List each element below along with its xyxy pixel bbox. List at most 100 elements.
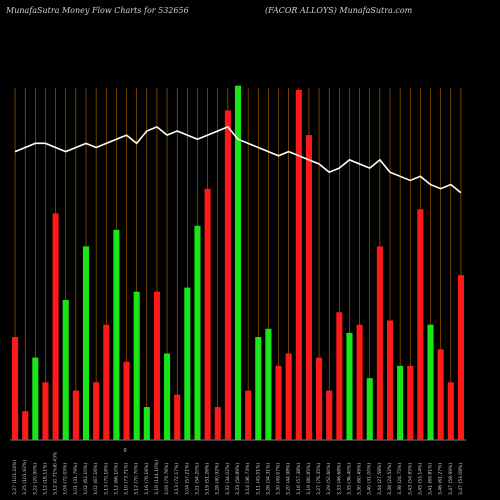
- bar: [234, 85, 242, 441]
- x-tick-label: 3,45 (53.14%): [417, 463, 423, 495]
- bar: [204, 188, 211, 440]
- x-tick-label: 3,38 (24.52%): [387, 463, 393, 495]
- x-tick-label: 3,28 (40.92%): [215, 463, 221, 495]
- x-tick-label: 3,25 (101.92%): [22, 460, 28, 495]
- flow-line-path: [14, 125, 462, 194]
- bar: [275, 365, 282, 440]
- bar: [255, 337, 262, 440]
- bar: [123, 361, 130, 440]
- bar: [133, 291, 140, 440]
- x-tick-labels: 3,27 (103.24%) 3,25 (101.92%) 3,22 (20.90%…: [12, 448, 464, 495]
- bar: [52, 213, 59, 440]
- x-tick-label: 3,30 (60.49%): [357, 463, 363, 495]
- x-tick-label: 3,12 (0.71%): [53, 465, 59, 495]
- bar: [265, 328, 272, 440]
- x-tick-label: 3,19 (114.10%): [154, 460, 160, 495]
- bar: [437, 349, 444, 440]
- x-tick-label: 3,13 (72.17%): [174, 463, 180, 495]
- x-tick-label: 3,27 (103.24%): [12, 460, 18, 495]
- x-tick-label: 3,29 (52.60%): [326, 463, 332, 495]
- x-tick-label: 3,20 (44.98%): [286, 463, 292, 495]
- flow-line: [14, 125, 462, 194]
- bar: [447, 382, 454, 440]
- x-tick-label: 3,14 (36.73%): [245, 463, 251, 495]
- bar: [174, 394, 181, 440]
- bar: [153, 291, 160, 440]
- x-tick-label: 3,47 (53.08%): [458, 463, 464, 495]
- bar: [417, 209, 424, 440]
- bar: [93, 382, 100, 440]
- x-tick-label: 3,41 (69.81%): [428, 463, 434, 495]
- x-tick-label: 3,27 (76.35%): [316, 463, 322, 495]
- bar: [336, 312, 343, 440]
- bar: [305, 135, 312, 440]
- bar: [316, 357, 323, 440]
- small-note-label: 0: [123, 448, 126, 454]
- bar: [397, 365, 404, 440]
- bar: [42, 382, 49, 440]
- x-tick-label: 3,09 (79.76%): [164, 463, 170, 495]
- bar: [113, 229, 120, 440]
- x-tick-label: 3,02 (62.10%): [83, 463, 89, 495]
- bar: [295, 89, 302, 441]
- bar: [164, 353, 171, 440]
- x-tick-label: 3,47 (58.99%): [448, 463, 454, 495]
- x-tick-label: 3,30 (49.07%): [276, 463, 282, 495]
- bar: [386, 320, 394, 440]
- bar: [376, 246, 383, 440]
- x-tick-label: 3,35 (36.40%): [346, 463, 352, 495]
- bar: [194, 225, 201, 440]
- bar: [366, 378, 373, 440]
- bar: [427, 324, 434, 440]
- bar: [285, 353, 292, 440]
- bar: [224, 110, 231, 441]
- x-tick-label: 3,16 (57.38%): [296, 463, 302, 495]
- x-tick-label: 3,16 (76.16%): [144, 463, 150, 495]
- x-tick-label: 3,11 (45.01%): [255, 463, 261, 495]
- bar: [12, 337, 19, 440]
- x-tick-label: 3,12 (70.70%): [134, 463, 140, 495]
- x-tick-label: 3,44 (27.58%): [377, 463, 383, 495]
- bar: [407, 365, 414, 440]
- bar: [143, 407, 150, 440]
- bar: [245, 390, 252, 440]
- x-tick-label: 3,12 (66.10%): [113, 463, 119, 495]
- x-tick-label: 3,04 (72.05%): [63, 463, 69, 495]
- x-tick-extra-label: 0.43%: [53, 451, 59, 466]
- x-tick-label: 3,10 (73.71%): [124, 463, 130, 495]
- bar: [457, 275, 464, 440]
- x-tick-label: 3,33 (58.89%): [235, 463, 241, 495]
- bar: [326, 390, 333, 440]
- bar: [32, 357, 39, 440]
- x-tick-label: 3,33 (46.68%): [336, 463, 342, 495]
- bar: [82, 246, 90, 440]
- x-tick-label: 3,04 (57.21%): [184, 463, 190, 495]
- x-tick-label: 3,32 (34.02%): [225, 463, 231, 495]
- x-tick-label: 3,36 (24.75%): [397, 463, 403, 495]
- chart-site-label: (FACOR ALLOYS) MunafaSutra.com: [265, 6, 413, 15]
- bar: [72, 390, 79, 440]
- bar: [346, 332, 353, 440]
- bar: [184, 287, 191, 440]
- x-tick-label: 3,26 (34.31%): [265, 463, 271, 495]
- x-tick-label: 3,40 (31.00%): [367, 463, 373, 495]
- bar: [356, 324, 363, 440]
- x-tick-label: 3,21 (54.20%): [194, 463, 200, 495]
- bar: [214, 407, 221, 440]
- x-tick-label: 3,46 (61.27%): [438, 463, 444, 495]
- x-tick-label: 3,01 (31.79%): [73, 463, 79, 495]
- bar: [62, 299, 69, 440]
- x-tick-label: 3,13 (70.16%): [103, 463, 109, 495]
- x-tick-label: 3,12 (18.11%): [42, 463, 48, 495]
- x-tick-label: 3,19 (80.85%): [306, 463, 312, 495]
- chart-title: MunafaSutra Money Flow Charts for 532656: [6, 6, 189, 15]
- x-tick-label: 3,19 (51.26%): [205, 463, 211, 495]
- x-tick-label: 3,02 (67.16%): [93, 463, 99, 495]
- bars: [12, 85, 464, 441]
- x-tick-label: 3,43 (54.95%): [407, 463, 413, 495]
- bar: [22, 411, 29, 440]
- x-tick-label: 3,22 (20.90%): [32, 463, 38, 495]
- bar: [103, 324, 110, 440]
